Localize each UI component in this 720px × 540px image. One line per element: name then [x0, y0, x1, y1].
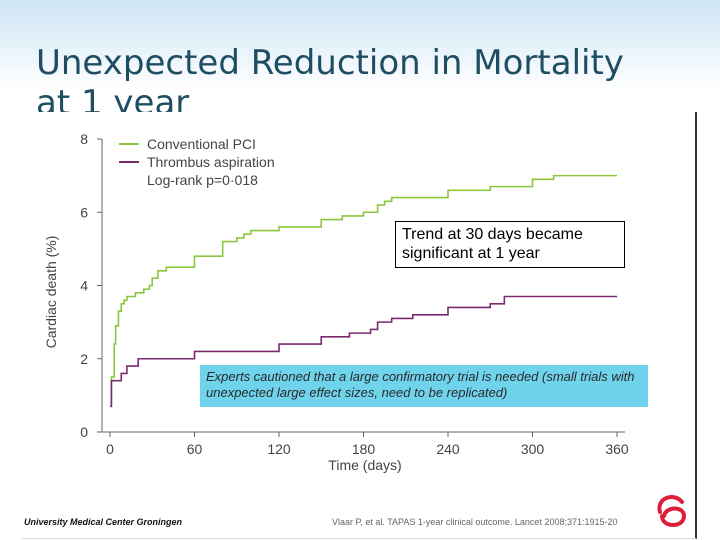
- x-tick-label: 360: [605, 441, 629, 457]
- y-axis-label: Cardiac death (%): [43, 236, 59, 349]
- slide-title: Unexpected Reduction in Mortality at 1 y…: [36, 43, 706, 124]
- y-tick-label: 2: [80, 351, 88, 367]
- y-tick-label: 6: [80, 204, 88, 220]
- x-tick-label: 180: [352, 441, 376, 457]
- institution-footer: University Medical Center Groningen: [24, 517, 183, 527]
- x-tick-label: 240: [436, 441, 460, 457]
- x-tick-label: 300: [521, 441, 545, 457]
- y-tick-label: 4: [80, 278, 88, 294]
- header-band: [0, 0, 720, 90]
- experts-callout: Experts cautioned that a large confirmat…: [200, 365, 648, 407]
- x-tick-label: 0: [106, 441, 114, 457]
- slide-title-line-1: Unexpected Reduction in Mortality: [36, 43, 624, 83]
- kaplan-meier-chart: 0 60 120 180 240 300 360 0 2 4 6 8 Conventional PCI…: [43, 131, 629, 473]
- trend-callout: Trend at 30 days became significant at 1…: [395, 221, 625, 268]
- series-line-thrombus-aspiration: [110, 295, 617, 408]
- series-line-conventional-pci: [110, 174, 617, 408]
- legend-label: Thrombus aspiration: [147, 154, 275, 170]
- y-tick-label: 8: [80, 131, 88, 147]
- umcg-logo-icon: [657, 495, 687, 527]
- citation-footer: Vlaar P, et al. TAPAS 1-year clinical ou…: [332, 517, 618, 527]
- x-tick-label: 60: [187, 441, 203, 457]
- x-axis-label: Time (days): [328, 457, 401, 473]
- y-tick-label: 0: [80, 424, 88, 440]
- legend-logrank-note: Log-rank p=0·018: [147, 172, 258, 188]
- figure-panel: [22, 112, 697, 539]
- x-tick-label: 120: [267, 441, 291, 457]
- legend-label: Conventional PCI: [147, 136, 256, 152]
